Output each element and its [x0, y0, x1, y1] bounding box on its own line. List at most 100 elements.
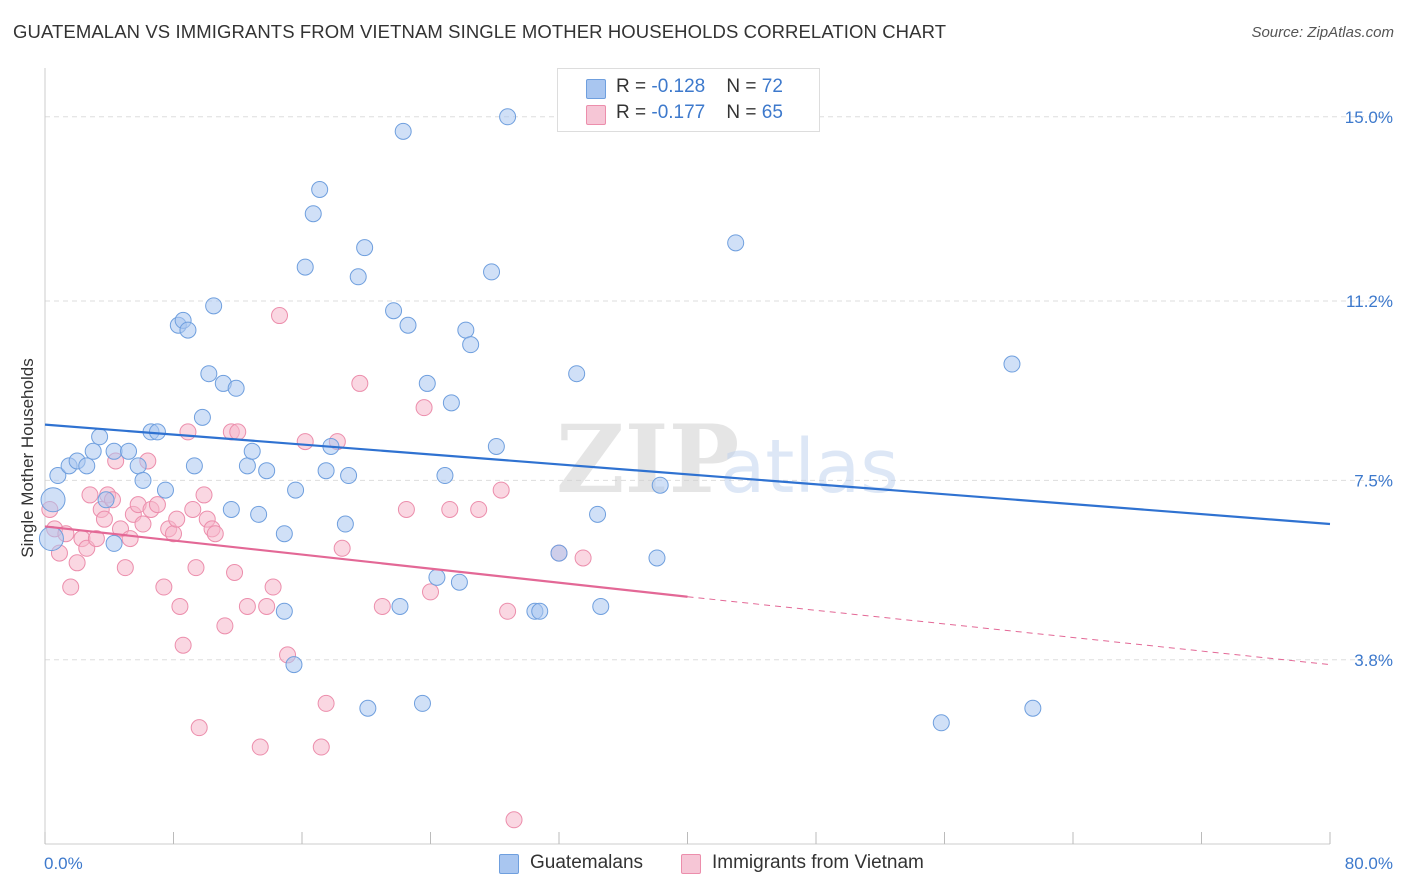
watermark-zip: ZIP — [556, 405, 739, 515]
guatemalans-point — [399, 316, 417, 334]
vietnam-point — [68, 554, 86, 572]
vietnam-point — [312, 738, 330, 756]
guatemalans-point — [91, 428, 109, 446]
guatemalans-point — [457, 321, 475, 339]
y-tick-label: 15.0% — [1345, 108, 1393, 127]
watermark-atlas: atlas — [720, 424, 899, 510]
guatemalans-point — [49, 467, 67, 485]
axis-layer — [44, 68, 1331, 845]
grid-layer — [45, 116, 1390, 661]
vietnam-point — [333, 539, 351, 557]
guatemalans-point — [394, 122, 412, 140]
guatemalans-point — [275, 602, 293, 620]
vietnam-point — [168, 510, 186, 528]
guatemalans-point — [238, 457, 256, 475]
guatemalans-point — [413, 694, 431, 712]
vietnam-point — [499, 602, 517, 620]
legend-r-value: -0.128 — [651, 76, 706, 97]
legend-n-label: N = — [726, 102, 762, 123]
guatemalans-point — [651, 476, 669, 494]
vietnam-point — [317, 694, 335, 712]
vietnam-point — [422, 583, 439, 601]
guatemalans-point — [648, 549, 666, 567]
guatemalans-point — [227, 379, 245, 397]
guatemalans-point — [499, 108, 517, 126]
guatemalans-point — [105, 442, 123, 460]
legend-swatch-pink — [586, 105, 606, 125]
bottom-legend-label: Immigrants from Vietnam — [712, 852, 924, 873]
legend-n-label: N = — [726, 76, 762, 97]
vietnam-point — [171, 597, 189, 615]
x-tick-label: 80.0% — [1345, 854, 1393, 873]
vietnam-point — [296, 433, 314, 451]
guatemalans-point — [359, 699, 377, 717]
series-vietnam-points — [41, 307, 592, 829]
guatemalans-point — [568, 365, 586, 383]
watermark: ZIP atlas — [556, 405, 899, 515]
guatemalans-point — [287, 481, 305, 499]
guatemalans-trend-line — [44, 423, 1331, 526]
tick-labels: 3.8% 7.5% 11.2% 15.0% 0.0% 80.0% — [44, 108, 1393, 873]
guatemalans-point — [589, 505, 607, 523]
vietnam-point — [184, 500, 202, 518]
vietnam-point — [174, 636, 192, 654]
vietnam-point — [206, 525, 224, 543]
vietnam-point — [195, 486, 213, 504]
guatemalans-point — [193, 408, 211, 426]
y-tick-label: 3.8% — [1354, 651, 1393, 670]
guatemalans-point — [243, 442, 261, 460]
guatemalans-point — [418, 374, 436, 392]
guatemalans-point — [285, 656, 303, 674]
legend-n-value: 72 — [761, 76, 783, 97]
guatemalans-point — [275, 525, 293, 543]
guatemalans-point — [1024, 699, 1042, 717]
guatemalans-point — [120, 442, 138, 460]
guatemalans-point — [97, 491, 115, 509]
guatemalans-point — [1003, 355, 1021, 373]
guatemalans-point — [531, 602, 549, 620]
vietnam-point — [238, 597, 256, 615]
guatemalans-point — [105, 534, 123, 552]
guatemalans-point — [428, 568, 446, 586]
vietnam-trend-line — [44, 525, 688, 598]
bottom-legend-swatch-blue — [499, 854, 519, 874]
guatemalans-point — [391, 597, 409, 615]
guatemalans-point — [932, 714, 950, 732]
guatemalans-point — [84, 442, 102, 460]
vietnam-point — [95, 510, 113, 528]
vietnam-point — [574, 549, 592, 567]
guatemalans-point — [156, 481, 174, 499]
guatemalans-point — [385, 302, 403, 320]
source-label: Source: ZipAtlas.com — [1251, 24, 1394, 41]
vietnam-point — [62, 578, 80, 596]
vietnam-point — [216, 617, 234, 635]
guatemalans-point — [250, 505, 268, 523]
vietnam-point — [441, 500, 459, 518]
vietnam-point — [81, 486, 99, 504]
vietnam-trend-extension — [687, 596, 1331, 666]
guatemalans-point — [462, 336, 480, 354]
vietnam-point — [116, 559, 134, 577]
vietnam-point — [373, 597, 391, 615]
guatemalans-point — [336, 515, 354, 533]
guatemalans-point — [296, 258, 314, 276]
vietnam-point — [187, 559, 205, 577]
legend-r-value: -0.177 — [651, 102, 706, 123]
y-tick-label: 11.2% — [1346, 292, 1393, 311]
guatemalans-point — [205, 297, 223, 315]
guatemalans-point — [727, 234, 745, 252]
legend-r-label: R = — [616, 76, 652, 97]
vietnam-point — [492, 481, 510, 499]
vietnam-point — [179, 423, 197, 441]
guatemalans-point — [40, 487, 66, 513]
stats-legend: R = -0.128 N = 72 R = -0.177 N = 65 — [557, 68, 820, 132]
vietnam-point — [271, 307, 289, 325]
legend-r-label: R = — [616, 102, 652, 123]
x-tick-label: 0.0% — [44, 854, 83, 873]
vietnam-point — [351, 374, 369, 392]
vietnam-point — [148, 496, 166, 514]
guatemalans-point — [349, 268, 367, 286]
guatemalans-point — [436, 467, 454, 485]
vietnam-point — [226, 564, 244, 582]
